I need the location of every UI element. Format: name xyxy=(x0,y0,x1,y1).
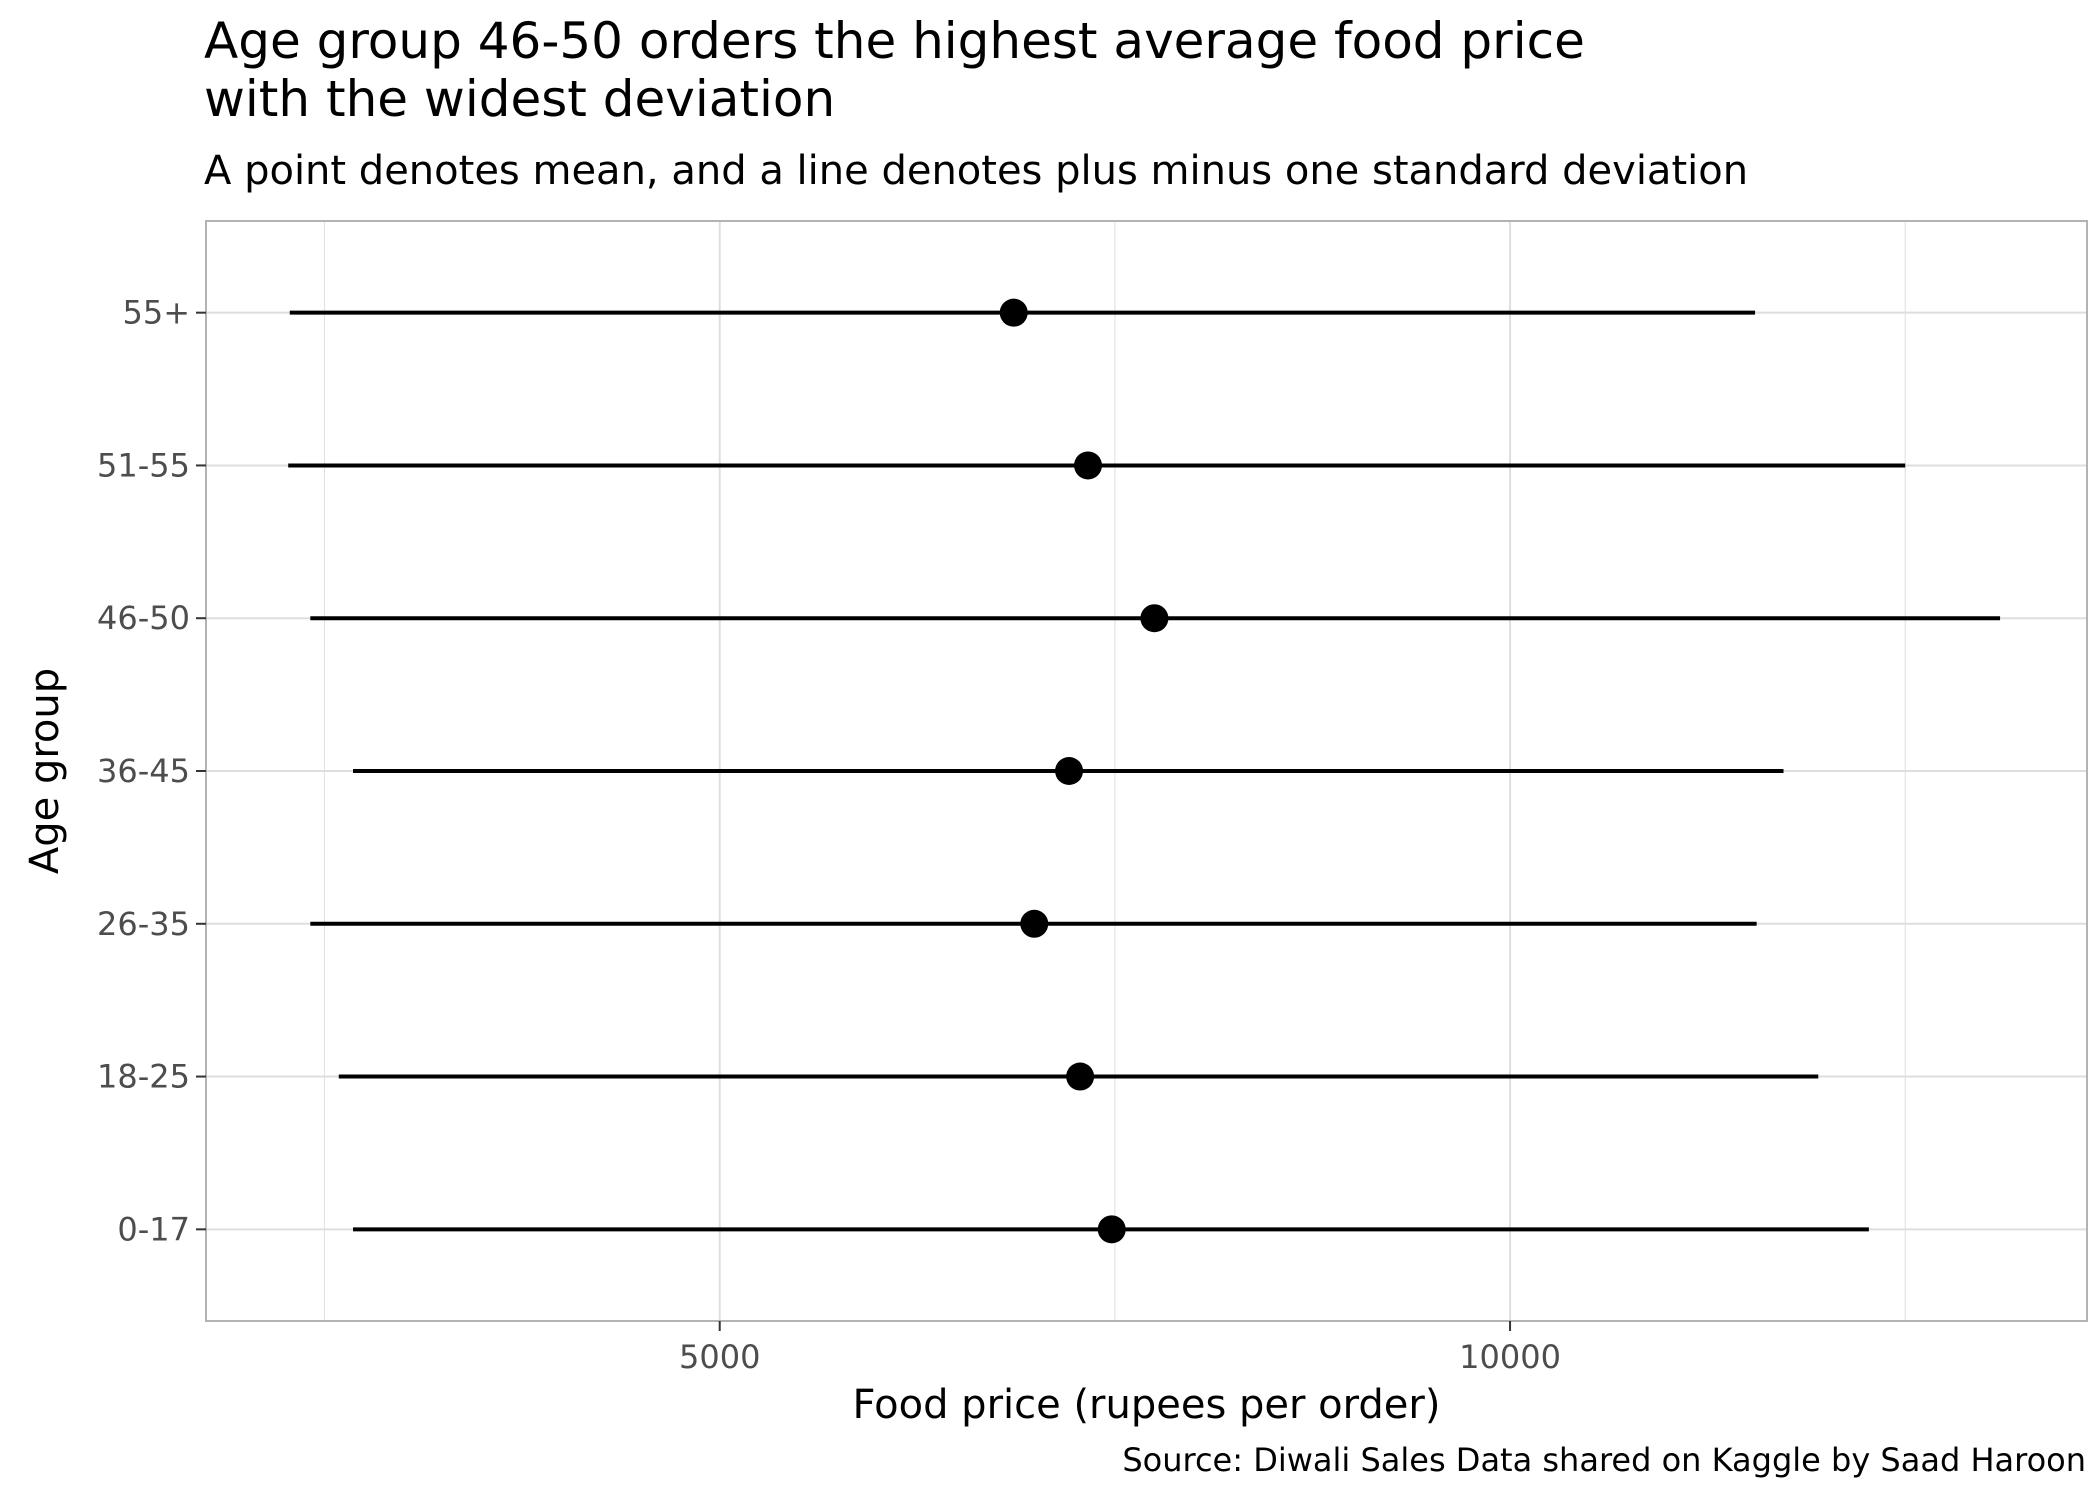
y-tick-label: 51-55 xyxy=(97,446,190,484)
y-tick-label: 55+ xyxy=(122,294,190,332)
y-tick-label: 18-25 xyxy=(97,1058,190,1096)
mean-point xyxy=(1020,909,1049,938)
x-axis-title: Food price (rupees per order) xyxy=(853,1382,1441,1428)
y-tick-label: 36-45 xyxy=(97,752,190,790)
mean-point xyxy=(1074,451,1103,480)
chart-title-line-1: Age group 46-50 orders the highest avera… xyxy=(204,12,1585,70)
y-tick-label: 0-17 xyxy=(117,1210,190,1248)
x-tick-label: 5000 xyxy=(679,1338,760,1376)
y-axis-title: Age group xyxy=(22,668,68,874)
chart-subtitle: A point denotes mean, and a line denotes… xyxy=(204,148,1749,194)
chart-title-line-2: with the widest deviation xyxy=(204,70,836,128)
mean-point xyxy=(1097,1215,1126,1244)
x-tick-label: 10000 xyxy=(1459,1338,1561,1376)
mean-point xyxy=(1066,1062,1095,1091)
chart-caption: Source: Diwali Sales Data shared on Kagg… xyxy=(1122,1441,2086,1479)
chart-title: Age group 46-50 orders the highest avera… xyxy=(204,12,1585,128)
mean-point xyxy=(999,298,1028,327)
y-tick-label: 26-35 xyxy=(97,905,190,943)
mean-point xyxy=(1055,757,1084,785)
mean-point xyxy=(1140,604,1169,633)
y-tick-label: 46-50 xyxy=(97,599,190,637)
